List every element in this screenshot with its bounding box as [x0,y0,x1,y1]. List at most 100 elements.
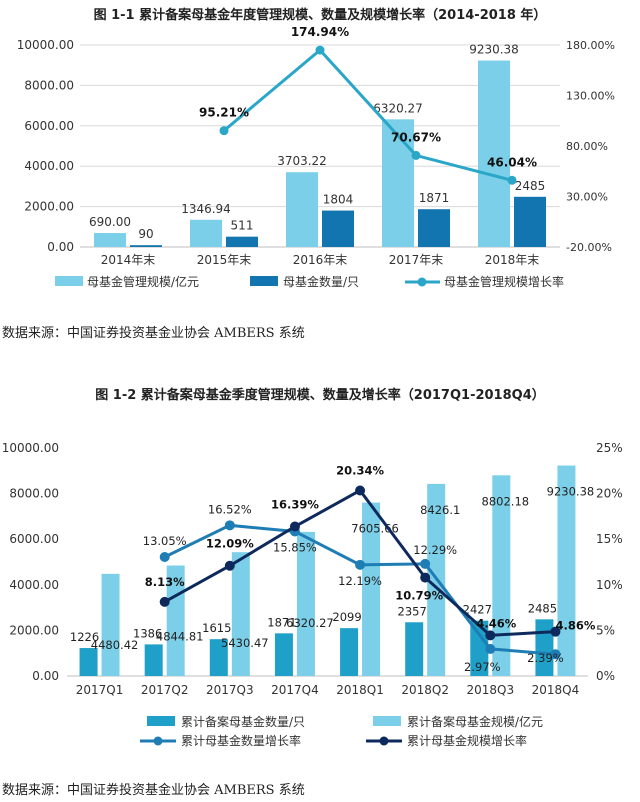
bar-scale [190,219,222,247]
x-tick-label: 2017Q3 [206,683,254,697]
bar-scale [94,233,126,247]
scale-growth-point [420,572,431,583]
growth-point [219,126,229,136]
x-tick-label: 2018Q4 [532,683,580,697]
x-tick-label: 2017Q4 [271,683,319,697]
bar-count-label: 2485 [515,179,546,193]
bar-count-label: 1615 [202,621,231,635]
bar-count [79,648,98,676]
bar-scale [362,502,381,676]
growth-label: 174.94% [291,25,349,39]
x-tick-label: 2014年末 [101,253,156,267]
y-tick-label: 8000.00 [9,487,59,501]
bar-scale [296,531,315,676]
scale-growth-label: 10.79% [395,589,443,603]
growth-point [315,45,325,55]
x-tick-label: 2017Q2 [141,683,189,697]
count-growth-point [224,520,235,531]
y-tick-label: 0.00 [47,240,74,254]
bar-count-label: 1226 [70,630,99,644]
growth-label: 70.67% [391,130,441,144]
scale-growth-label: 8.13% [145,575,185,589]
bar-count-label: 2357 [398,604,427,618]
bar-count [418,209,450,247]
scale-growth-point [355,485,366,496]
growth-point [507,175,517,185]
bar-scale-label: 6320.27 [373,101,423,115]
bar-count [274,633,293,676]
bar-count-label: 2099 [332,610,361,624]
legend-label-scale: 母基金管理规模/亿元 [87,274,199,289]
y-tick-label: 2000.00 [24,200,74,214]
y2-tick-label: 80.00% [566,140,608,153]
x-tick-label: 2018年末 [485,253,540,267]
bar-scale-label: 9230.38 [469,43,519,57]
bar-count [535,619,554,676]
chart-2-title: 图 1-2 累计备案母基金季度管理规模、数量及增长率（2017Q1-2018Q4… [95,388,545,403]
y2-tick-label: 5% [596,623,615,637]
bar-count [226,236,258,247]
scale-growth-point [485,630,496,641]
y2-tick-label: 180.00% [566,39,615,52]
chart-1-source: 数据来源：中国证券投资基金业协会 AMBERS 系统 [2,326,305,341]
bar-count [144,644,163,676]
legend-marker-count-growth [153,736,163,746]
bar-count [405,622,424,676]
scale-growth-point [550,626,561,637]
count-growth-label: 2.39% [527,651,564,665]
bar-count-label: 511 [231,219,254,233]
y2-tick-label: 15% [596,532,623,546]
legend-swatch-count [250,276,278,286]
bar-scale-label: 1346.94 [181,202,231,216]
growth-label: 46.04% [487,155,537,169]
bar-scale [231,552,250,676]
y2-tick-label: 25% [596,441,623,455]
bar-count [470,620,489,676]
bar-scale-label: 690.00 [89,215,131,229]
chart-1: 0.00 2000.00 4000.00 6000.00 8000.00 10000.00… [17,25,615,289]
y2-tick-label: -20.00% [566,241,612,254]
x-tick-label: 2017Q1 [76,683,124,697]
chart-2-source: 数据来源：中国证券投资基金业协会 AMBERS 系统 [2,783,305,798]
x-tick-label: 2018Q1 [336,683,384,697]
count-growth-label: 13.05% [143,534,187,548]
bar-count-label: 1804 [323,193,354,207]
bar-count-label: 1871 [419,191,450,205]
growth-label: 95.21% [199,106,249,120]
count-growth-point [550,649,561,660]
y2-tick-label: 20% [596,487,623,501]
bar-count-label: 2485 [528,601,557,615]
legend-swatch-scale [55,276,83,286]
count-growth-point [355,559,366,570]
bar-scale [286,172,318,247]
legend-swatch-scale [373,716,401,726]
legend-swatch-count [147,716,175,726]
scale-growth-point [159,596,170,607]
count-growth-point [159,551,170,562]
count-growth-label: 12.29% [413,543,457,557]
chart-1-title: 图 1-1 累计备案母基金年度管理规模、数量及规模增长率（2014-2018 年… [93,8,547,23]
chart-2: 0.00 2000.00 4000.00 6000.00 8000.00 10000.00… [2,441,623,748]
legend-marker-growth [417,277,427,287]
scale-growth-point [224,560,235,571]
bar-count [514,196,546,247]
x-tick-label: 2016年末 [293,253,348,267]
y2-tick-label: 30.00% [566,191,608,204]
bar-scale-label: 4480.42 [91,638,139,652]
y2-tick-label: 0% [596,669,615,683]
count-growth-label: 16.52% [208,502,252,516]
bar-scale [557,465,576,676]
bar-scale-label: 3703.22 [277,154,327,168]
y2-tick-label: 130.00% [566,90,615,103]
x-tick-label: 2018Q2 [401,683,449,697]
bar-scale [101,573,120,676]
bar-scale-label: 6320.27 [286,616,334,630]
y-tick-label: 6000.00 [9,532,59,546]
y-tick-label: 10000.00 [17,38,74,52]
y-tick-label: 4000.00 [24,159,74,173]
legend-label-count: 母基金数量/只 [283,274,359,289]
legend-marker-scale-growth [379,736,389,746]
bar-scale-label: 8426.1 [420,503,460,517]
y-tick-label: 2000.00 [9,623,59,637]
bar-count-label: 1386 [133,626,162,640]
